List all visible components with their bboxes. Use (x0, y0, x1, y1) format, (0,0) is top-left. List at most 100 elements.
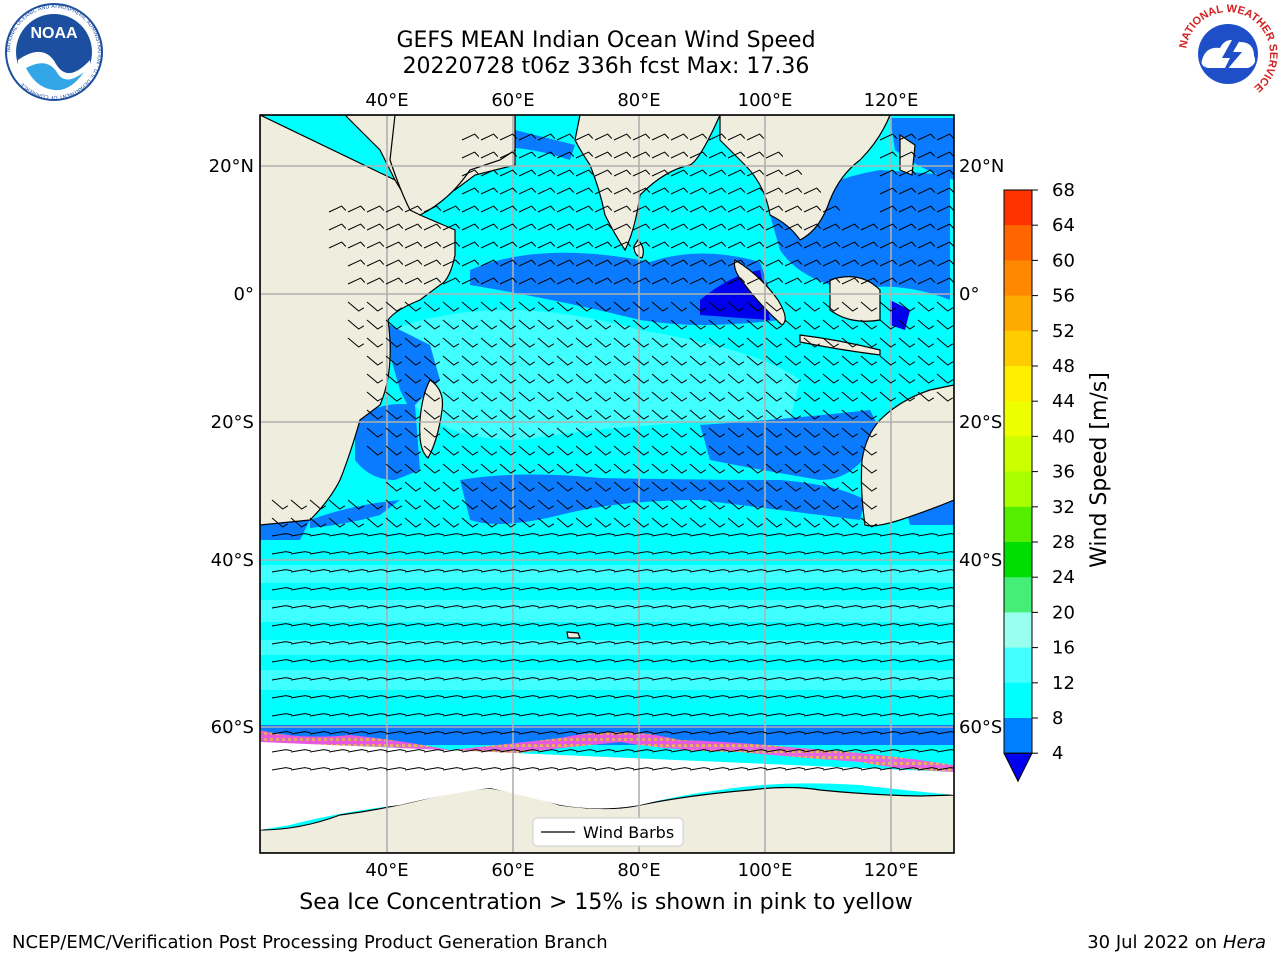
gridlines (260, 115, 954, 853)
wind-barb (385, 569, 406, 573)
wind-barb (936, 731, 954, 735)
wind-barb (803, 391, 821, 402)
wind-barb (366, 605, 387, 609)
wind-barb (309, 587, 330, 591)
wind-barb (765, 517, 783, 528)
wind-barb (632, 223, 651, 231)
wind-barb (841, 337, 859, 348)
wind-barb (423, 277, 442, 285)
wind-barb (879, 205, 898, 213)
wind-barbs (271, 133, 954, 771)
wind-barb (860, 373, 878, 384)
wind-barb (727, 151, 746, 159)
wind-barb (404, 337, 422, 348)
colorbar-tick-label: 60 (1052, 250, 1075, 271)
colorbar-tick-label: 48 (1052, 356, 1075, 377)
wind-barb (879, 355, 897, 366)
wind-barb (518, 445, 536, 456)
lon-tick-top-120e: 120°E (864, 90, 919, 111)
wind-barb (879, 337, 897, 348)
colorbar-label: Wind Speed [m/s] (1087, 372, 1112, 568)
wind-barb (347, 259, 366, 267)
wind-barb (271, 641, 292, 645)
wind-barb (499, 605, 520, 609)
wind-barb (366, 241, 385, 249)
wind-barb (841, 623, 862, 627)
wind-barb (404, 319, 422, 330)
wind-barb (309, 533, 330, 537)
wind-barb (613, 499, 631, 510)
wind-barb (746, 187, 765, 195)
wind-barb (442, 641, 463, 645)
wind-barb (556, 319, 574, 330)
wind-barb (670, 587, 691, 591)
wind-barb (822, 533, 843, 537)
wind-barb (917, 277, 936, 285)
wind-barb (917, 677, 938, 681)
wind-barb (499, 463, 517, 474)
wind-barb (537, 241, 556, 249)
wind-barb (480, 409, 498, 420)
wind-barb (727, 391, 745, 402)
wind-barb (651, 677, 672, 681)
wind-barb (784, 409, 802, 420)
wind-barb (670, 767, 691, 771)
wind-barb (309, 659, 330, 663)
wind-barb (461, 169, 480, 177)
barb-legend[interactable]: Wind Barbs (532, 817, 684, 847)
wind-barb (879, 551, 900, 555)
wind-barb (385, 677, 406, 681)
wind-barb (784, 187, 803, 195)
wind-barb (328, 641, 349, 645)
wind-barb (898, 605, 919, 609)
wind-barb (841, 587, 862, 591)
wind-barb (518, 319, 536, 330)
wind-barb (784, 713, 805, 717)
wind-barb (385, 749, 406, 753)
wind-barb (746, 587, 767, 591)
colorbar-segment (1004, 330, 1032, 367)
wind-barb (860, 587, 881, 591)
wind-barb (727, 713, 748, 717)
wind-barb (670, 569, 691, 573)
wind-barb (879, 749, 900, 753)
wind-barb (670, 187, 689, 195)
wind-barb (404, 499, 422, 510)
wind-barb (917, 767, 938, 771)
wind-barb (708, 169, 727, 177)
wind-barb (480, 151, 499, 159)
wind-barb (404, 205, 423, 213)
wind-barb (784, 659, 805, 663)
wind-barb (556, 605, 577, 609)
nws-logo: NATIONAL WEATHER SERVICE (1177, 3, 1279, 104)
wind-barb (442, 659, 463, 663)
wind-barb (765, 499, 783, 510)
wind-barb (708, 569, 729, 573)
footer-branch: NCEP/EMC/Verification Post Processing Pr… (12, 932, 608, 953)
wind-barb (613, 677, 634, 681)
wind-barb (518, 205, 537, 213)
wind-barb (537, 551, 558, 555)
wind-barb (480, 551, 501, 555)
wind-barb (765, 481, 783, 492)
wind-barb (347, 659, 368, 663)
wind-barb (784, 569, 805, 573)
wind-barb (556, 713, 577, 717)
wind-barb (442, 337, 460, 348)
wind-barb (917, 301, 935, 312)
colorbar-segment (1004, 366, 1032, 402)
wind-barb (594, 641, 615, 645)
colorbar-tick-label: 52 (1052, 321, 1075, 342)
wind-barb (518, 481, 536, 492)
wind-barb (803, 517, 821, 528)
wind-barb (803, 623, 824, 627)
wind-barb (784, 533, 805, 537)
wind-barb (917, 641, 938, 645)
wind-barb (442, 517, 460, 528)
wind-barb (594, 569, 615, 573)
wind-barb (328, 223, 347, 231)
wind-barb (746, 533, 767, 537)
wind-barb (879, 569, 900, 573)
wind-barb (404, 623, 425, 627)
